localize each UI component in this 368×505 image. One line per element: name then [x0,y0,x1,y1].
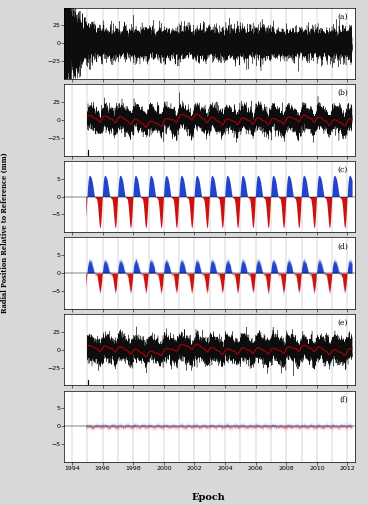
Text: (f): (f) [339,395,348,403]
Text: (c): (c) [337,166,348,174]
Text: (a): (a) [337,13,348,21]
Text: (b): (b) [337,89,348,97]
Text: Epoch: Epoch [191,493,225,502]
Text: (d): (d) [337,242,348,250]
Text: (e): (e) [337,319,348,327]
Text: Radial Position Relative to Reference (mm): Radial Position Relative to Reference (m… [0,152,8,313]
